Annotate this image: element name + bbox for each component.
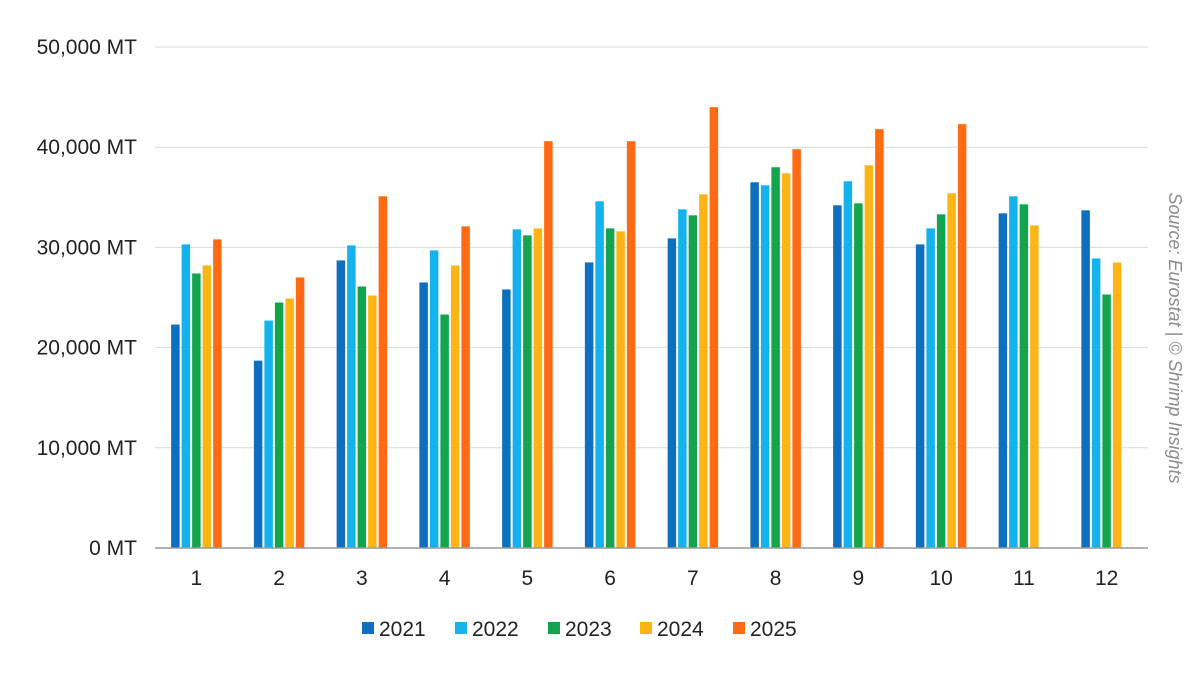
bar-2021-1 [171,324,180,548]
bar-2021-2 [253,360,263,548]
x-tick-label: 4 [439,567,451,590]
bar-2024-10 [947,193,956,549]
x-tick-label: 9 [853,567,865,590]
bar-2023-6 [605,228,615,548]
bar-2024-5 [533,228,543,548]
bar-2025-4 [461,226,470,548]
bar-2025-3 [378,196,388,548]
bar-2021-7 [667,238,677,548]
legend-swatch-2024 [640,622,652,634]
bar-2023-7 [688,215,698,548]
legend-label: 2024 [657,618,704,641]
y-tick-label: 20,000 MT [37,337,138,360]
x-tick-label: 5 [522,567,534,590]
bar-2023-8 [771,167,780,549]
bar-2024-6 [616,231,625,549]
bar-2024-9 [864,165,874,548]
x-tick-label: 8 [770,567,782,590]
legend-label: 2022 [472,618,519,641]
bar-2024-7 [699,194,708,548]
bar-2022-5 [512,229,522,548]
bar-2022-7 [678,209,687,548]
bar-2023-5 [523,235,532,548]
y-tick-label: 40,000 MT [37,136,138,159]
x-tick-label: 1 [191,567,203,590]
legend-label: 2025 [750,618,797,641]
bar-2025-7 [709,107,719,549]
bar-2024-8 [781,173,791,548]
bar-2025-5 [544,141,553,549]
bar-2023-10 [936,214,946,549]
bar-2023-11 [1019,204,1029,548]
bar-2021-11 [998,213,1008,548]
bar-2022-3 [347,245,356,548]
bar-2022-2 [264,320,273,548]
bar-2021-6 [584,262,594,548]
bar-2021-5 [502,289,511,548]
legend: 2021 2022 2023 2024 2025 [362,618,797,641]
bar-2021-4 [419,282,428,548]
bar-2025-8 [792,149,801,549]
legend-label: 2021 [379,618,426,641]
legend-swatch-2022 [455,622,467,634]
bar-2022-10 [926,228,935,548]
axes: 0 MT 10,000 MT 20,000 MT 30,000 MT 40,000 MT… [37,36,1148,590]
legend-swatch-2023 [548,622,560,634]
bar-2022-4 [429,250,439,548]
bar-2023-9 [854,203,863,548]
bar-2021-10 [915,244,925,549]
x-tick-label: 11 [1013,567,1035,590]
y-tick-label: 10,000 MT [37,437,138,460]
bar-2024-1 [202,265,212,548]
x-tick-label: 3 [356,567,368,590]
x-tick-label: 2 [273,567,285,590]
y-tick-label: 30,000 MT [37,236,138,259]
bar-2023-4 [440,314,449,548]
bar-2022-9 [843,181,853,548]
bar-2021-8 [750,182,759,548]
bar-2024-2 [285,298,294,548]
bar-2025-6 [626,141,636,549]
source-annotation: Source: Eurostat | © Shrimp Insights [1165,192,1185,483]
bar-2024-4 [450,265,460,548]
x-tick-label: 6 [604,567,616,590]
legend-swatch-2025 [733,622,745,634]
legend-label: 2023 [565,618,612,641]
y-tick-label: 50,000 MT [37,36,138,59]
legend-swatch-2021 [362,622,374,634]
bars [171,107,1122,549]
bar-2022-11 [1009,196,1018,548]
bar-2025-9 [875,129,884,548]
bar-2024-3 [368,295,377,548]
bar-2023-1 [192,273,201,548]
bar-2023-3 [357,286,367,548]
y-tick-label: 0 MT [89,537,137,560]
bar-2025-10 [957,124,967,549]
gridlines [155,46,1148,449]
bar-2022-6 [595,201,604,549]
bar-2021-9 [833,205,842,549]
bar-2025-1 [213,239,222,548]
bar-2021-3 [336,260,346,548]
bar-2021-12 [1081,210,1090,549]
x-tick-label: 10 [929,567,952,590]
bar-2023-12 [1102,294,1111,548]
x-tick-label: 7 [687,567,699,590]
bar-2025-2 [295,277,305,548]
bar-2022-8 [760,185,770,548]
x-tick-label: 12 [1095,567,1118,590]
bar-2024-12 [1112,262,1122,548]
bar-2022-1 [181,244,191,549]
bar-2023-2 [274,302,284,548]
bar-2024-11 [1030,225,1039,548]
bar-2022-12 [1091,258,1101,548]
